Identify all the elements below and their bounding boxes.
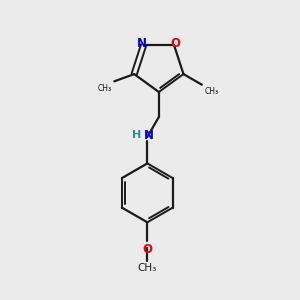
- Text: O: O: [142, 243, 152, 256]
- Text: H: H: [131, 130, 141, 140]
- Text: O: O: [171, 37, 181, 50]
- Text: CH₃: CH₃: [98, 84, 112, 93]
- Text: CH₃: CH₃: [204, 87, 218, 96]
- Text: CH₃: CH₃: [138, 263, 157, 273]
- Text: N: N: [137, 37, 147, 50]
- Text: N: N: [143, 129, 154, 142]
